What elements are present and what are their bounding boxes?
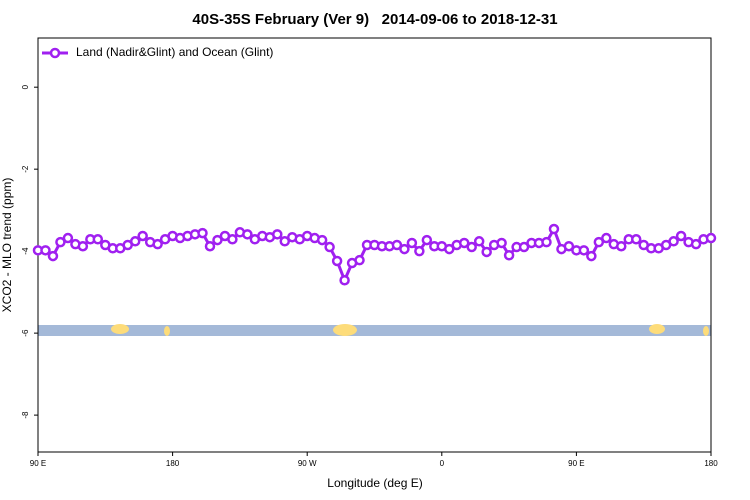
data-point <box>503 249 515 261</box>
land-shape <box>111 324 129 334</box>
data-point <box>466 241 477 253</box>
data-point <box>77 240 89 252</box>
data-point <box>444 243 455 255</box>
data-point <box>129 236 141 247</box>
data-point <box>414 245 425 257</box>
y-tick-label: 0 <box>21 84 30 89</box>
data-point <box>137 230 148 242</box>
y-tick-label: -4 <box>21 247 30 255</box>
data-point <box>496 237 507 249</box>
data-point <box>481 246 492 258</box>
data-point <box>593 236 605 248</box>
data-point <box>518 241 530 253</box>
ocean-band <box>38 325 711 336</box>
land-ocean-strip <box>38 324 711 336</box>
y-tick-label: -2 <box>21 165 30 173</box>
x-tick-label: 90 E <box>568 459 584 468</box>
data-point <box>616 240 627 252</box>
land-shape <box>649 324 665 334</box>
x-tick-label: 90 W <box>298 459 317 468</box>
y-axis-label: XCO2 - MLO trend (ppm) <box>0 178 14 313</box>
data-point <box>473 236 485 247</box>
data-point <box>668 236 679 247</box>
data-point <box>578 245 590 256</box>
data-point <box>272 229 283 240</box>
data-point <box>339 275 350 286</box>
x-tick-label: 90 E <box>30 459 46 468</box>
data-point <box>675 230 687 242</box>
legend-marker <box>49 47 61 59</box>
y-tick-label: -6 <box>21 329 30 337</box>
x-tick-label: 0 <box>440 459 445 468</box>
x-tick-label: 180 <box>704 459 718 468</box>
data-point <box>324 241 335 253</box>
data-point <box>399 243 410 255</box>
data-point <box>690 238 702 250</box>
land-shape <box>164 326 170 336</box>
data-point <box>242 229 253 240</box>
data-point <box>227 234 238 245</box>
legend-label: Land (Nadir&Glint) and Ocean (Glint) <box>76 45 273 59</box>
x-axis-label: Longitude (deg E) <box>327 476 422 490</box>
data-point <box>541 236 552 248</box>
data-point <box>212 234 223 246</box>
data-point <box>705 232 717 244</box>
data-point <box>197 227 208 239</box>
data-point <box>391 239 403 251</box>
data-point <box>630 234 642 245</box>
data-point <box>354 254 365 266</box>
data-point <box>204 240 216 252</box>
chart-title: 40S-35S February (Ver 9) 2014-09-06 to 2… <box>192 11 557 28</box>
data-point <box>331 255 343 267</box>
data-point <box>421 234 433 246</box>
x-tick-label: 180 <box>166 459 180 468</box>
data-point <box>152 238 163 250</box>
data-point <box>406 237 418 249</box>
data-point <box>563 240 575 252</box>
data-point <box>458 237 470 249</box>
land-shape <box>703 326 709 336</box>
data-point <box>316 234 328 246</box>
data-point <box>92 234 104 245</box>
data-point <box>62 232 74 244</box>
data-point <box>55 236 66 248</box>
data-point <box>47 250 59 262</box>
data-point <box>601 232 612 244</box>
data-point <box>586 250 597 262</box>
data-point <box>548 223 560 235</box>
land-shape <box>333 324 357 336</box>
data-point <box>279 236 291 247</box>
plot-frame <box>37 37 712 453</box>
y-tick-label: -8 <box>21 411 30 419</box>
data-point <box>40 245 51 256</box>
